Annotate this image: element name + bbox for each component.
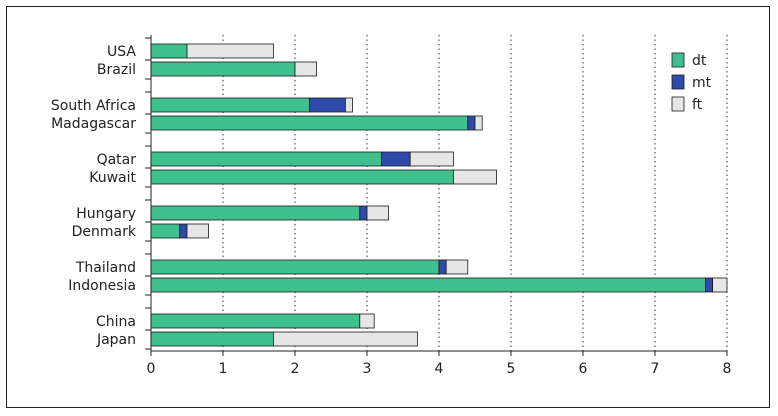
bar-japan-ft	[272, 331, 418, 347]
bar-hungary-mt	[359, 205, 368, 221]
bar-usa-dt	[150, 43, 188, 59]
bar-china-ft	[359, 313, 375, 329]
bar-hungary-dt	[150, 205, 361, 221]
x-tick-label-3: 3	[363, 361, 372, 377]
legend-swatch-dt	[671, 52, 685, 68]
bar-madagascar-dt	[150, 115, 469, 131]
x-tick-label-1: 1	[219, 361, 228, 377]
x-tick-label-2: 2	[291, 361, 300, 377]
category-label-brazil: Brazil	[97, 62, 136, 78]
legend: dt mt ft	[671, 52, 712, 113]
category-label-south-africa: South Africa	[51, 98, 136, 114]
bar-qatar-dt	[150, 151, 382, 167]
bar-indonesia-ft	[712, 277, 728, 293]
bar-madagascar-ft	[474, 115, 483, 131]
bar-usa-ft	[186, 43, 274, 59]
bar-south-africa-ft	[344, 97, 353, 113]
bar-madagascar-mt	[467, 115, 476, 131]
bar-indonesia-dt	[150, 277, 706, 293]
bar-south-africa-dt	[150, 97, 310, 113]
axes: USA Brazil South Africa Madagascar Qatar Kuwa…	[51, 35, 732, 377]
gridlines	[222, 35, 728, 351]
bar-south-africa-mt	[308, 97, 346, 113]
legend-swatch-mt	[671, 74, 685, 90]
bar-kuwait-ft	[452, 169, 497, 185]
x-tick-label-4: 4	[435, 361, 444, 377]
x-tick-label-5: 5	[507, 361, 516, 377]
bar-denmark-mt	[179, 223, 188, 239]
bars	[150, 43, 728, 347]
legend-label-ft: ft	[692, 97, 703, 113]
bar-qatar-ft	[409, 151, 454, 167]
bar-kuwait-dt	[150, 169, 454, 185]
x-tick-label-7: 7	[651, 361, 660, 377]
bar-indonesia-mt	[705, 277, 714, 293]
category-label-madagascar: Madagascar	[51, 116, 136, 132]
bar-brazil-dt	[150, 61, 296, 77]
category-label-denmark: Denmark	[72, 224, 137, 240]
bar-denmark-dt	[150, 223, 181, 239]
bar-thailand-mt	[438, 259, 447, 275]
legend-label-mt: mt	[692, 75, 712, 91]
category-label-thailand: Thailand	[75, 260, 136, 276]
category-label-hungary: Hungary	[76, 206, 136, 222]
bar-hungary-ft	[366, 205, 390, 221]
bar-japan-dt	[150, 331, 274, 347]
bar-thailand-dt	[150, 259, 440, 275]
legend-swatch-ft	[671, 96, 685, 112]
x-tick-label-6: 6	[579, 361, 588, 377]
category-label-qatar: Qatar	[97, 152, 137, 168]
category-label-china: China	[96, 314, 136, 330]
x-tick-label-8: 8	[723, 361, 732, 377]
category-label-japan: Japan	[96, 332, 136, 348]
category-label-indonesia: Indonesia	[68, 278, 136, 294]
bar-brazil-ft	[294, 61, 318, 77]
bar-china-dt	[150, 313, 361, 329]
bar-thailand-ft	[445, 259, 469, 275]
category-label-kuwait: Kuwait	[89, 170, 136, 186]
legend-label-dt: dt	[692, 53, 707, 69]
bar-qatar-mt	[380, 151, 411, 167]
x-tick-label-0: 0	[147, 361, 156, 377]
bar-denmark-ft	[186, 223, 210, 239]
category-label-usa: USA	[107, 44, 136, 60]
